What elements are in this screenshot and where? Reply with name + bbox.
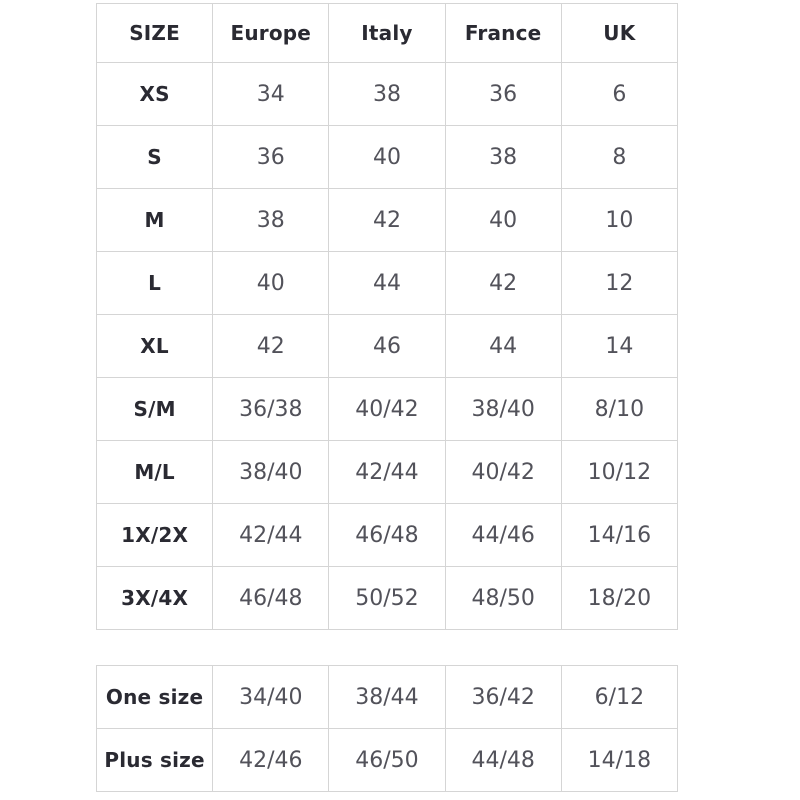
size-value-cell: 34/40	[212, 665, 330, 729]
size-value-cell: 40/42	[328, 377, 446, 441]
table-row: XL 42 46 44 14	[95, 314, 679, 378]
row-label: XS	[95, 62, 214, 126]
size-value-cell: 40/42	[444, 440, 562, 504]
size-value-cell: 6/12	[560, 665, 679, 729]
size-table-body: XS 34 38 36 6 S 36 40 38 8 M 38 42 40 10 L 40 44 42 12 XL 42 4…	[95, 62, 679, 630]
size-value-cell: 36/42	[444, 665, 562, 729]
size-value-cell: 42	[328, 188, 446, 252]
size-conversion-table: SIZE Europe Italy France UK XS 34 38 36 6 S 36 40 38…	[95, 3, 679, 630]
size-table-header: SIZE Europe Italy France UK	[95, 3, 679, 63]
column-header-europe: Europe	[212, 3, 330, 63]
size-value-cell: 10/12	[560, 440, 679, 504]
size-value-cell: 50/52	[328, 566, 446, 630]
size-value-cell: 38/40	[444, 377, 562, 441]
column-header-size: SIZE	[95, 3, 214, 63]
header-row: SIZE Europe Italy France UK	[95, 3, 679, 63]
row-label: L	[95, 251, 214, 315]
table-row: 1X/2X 42/44 46/48 44/46 14/16	[95, 503, 679, 567]
table-row: One size 34/40 38/44 36/42 6/12	[95, 665, 679, 729]
row-label: S	[95, 125, 214, 189]
column-header-france: France	[444, 3, 562, 63]
row-label: M/L	[95, 440, 214, 504]
table-row: M/L 38/40 42/44 40/42 10/12	[95, 440, 679, 504]
size-value-cell: 40	[444, 188, 562, 252]
size-value-cell: 48/50	[444, 566, 562, 630]
size-value-cell: 46/50	[328, 728, 446, 792]
size-value-cell: 14/18	[560, 728, 679, 792]
table-row: S/M 36/38 40/42 38/40 8/10	[95, 377, 679, 441]
row-label: One size	[95, 665, 214, 729]
size-value-cell: 8	[560, 125, 679, 189]
table-row: XS 34 38 36 6	[95, 62, 679, 126]
size-value-cell: 44	[328, 251, 446, 315]
size-value-cell: 44	[444, 314, 562, 378]
size-value-cell: 38/40	[212, 440, 330, 504]
size-value-cell: 42/44	[328, 440, 446, 504]
size-value-cell: 42	[212, 314, 330, 378]
size-value-cell: 8/10	[560, 377, 679, 441]
special-sizes-table: One size 34/40 38/44 36/42 6/12 Plus size 42/4…	[95, 665, 679, 792]
size-value-cell: 38	[328, 62, 446, 126]
size-value-cell: 36/38	[212, 377, 330, 441]
size-value-cell: 14	[560, 314, 679, 378]
size-value-cell: 44/46	[444, 503, 562, 567]
row-label: XL	[95, 314, 214, 378]
size-value-cell: 42	[444, 251, 562, 315]
size-value-cell: 12	[560, 251, 679, 315]
size-value-cell: 46	[328, 314, 446, 378]
table-row: Plus size 42/46 46/50 44/48 14/18	[95, 728, 679, 792]
size-value-cell: 40	[212, 251, 330, 315]
row-label: S/M	[95, 377, 214, 441]
row-label: 3X/4X	[95, 566, 214, 630]
size-value-cell: 38/44	[328, 665, 446, 729]
column-header-uk: UK	[560, 3, 679, 63]
size-value-cell: 36	[444, 62, 562, 126]
row-label: M	[95, 188, 214, 252]
size-value-cell: 38	[212, 188, 330, 252]
table-row: L 40 44 42 12	[95, 251, 679, 315]
row-label: 1X/2X	[95, 503, 214, 567]
size-value-cell: 18/20	[560, 566, 679, 630]
size-value-cell: 6	[560, 62, 679, 126]
size-value-cell: 42/46	[212, 728, 330, 792]
table-row: 3X/4X 46/48 50/52 48/50 18/20	[95, 566, 679, 630]
table-row: S 36 40 38 8	[95, 125, 679, 189]
size-value-cell: 38	[444, 125, 562, 189]
size-value-cell: 46/48	[212, 566, 330, 630]
special-sizes-table-body: One size 34/40 38/44 36/42 6/12 Plus size 42/4…	[95, 665, 679, 792]
size-value-cell: 36	[212, 125, 330, 189]
size-value-cell: 44/48	[444, 728, 562, 792]
size-value-cell: 46/48	[328, 503, 446, 567]
row-label: Plus size	[95, 728, 214, 792]
size-value-cell: 14/16	[560, 503, 679, 567]
size-value-cell: 10	[560, 188, 679, 252]
size-value-cell: 42/44	[212, 503, 330, 567]
table-row: M 38 42 40 10	[95, 188, 679, 252]
size-chart: SIZE Europe Italy France UK XS 34 38 36 6 S 36 40 38…	[95, 3, 679, 792]
size-value-cell: 34	[212, 62, 330, 126]
column-header-italy: Italy	[328, 3, 446, 63]
size-value-cell: 40	[328, 125, 446, 189]
